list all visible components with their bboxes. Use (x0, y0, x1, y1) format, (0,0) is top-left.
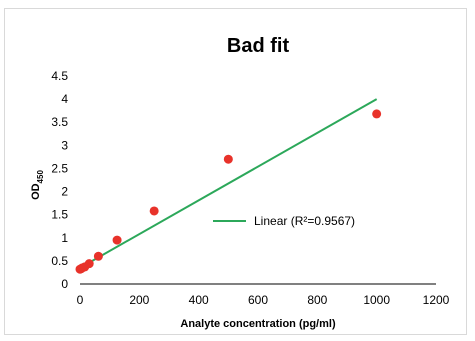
y-axis-label-sub: 450 (36, 170, 45, 184)
y-tick-label: 4.5 (51, 69, 68, 83)
x-axis-label: Analyte concentration (pg/ml) (180, 318, 336, 330)
chart-frame (4, 8, 467, 335)
data-point (223, 154, 233, 164)
x-tick-label: 1200 (423, 293, 450, 307)
x-axis-ticks: 0 200 400 600 800 1000 1200 (77, 293, 450, 307)
trendline (79, 98, 378, 269)
x-tick-label: 1000 (363, 293, 390, 307)
data-point (149, 206, 159, 216)
y-axis-ticks: 0 0.5 1 1.5 2 2.5 3 3.5 4 4.5 (51, 69, 68, 291)
y-tick-label: 2.5 (51, 161, 68, 175)
x-tick-label: 600 (248, 293, 268, 307)
data-point (372, 109, 382, 119)
legend-label: Linear (R²=0.9567) (254, 214, 355, 228)
y-tick-label: 3 (61, 138, 68, 152)
y-tick-label: 0.5 (51, 254, 68, 268)
x-tick-label: 800 (307, 293, 327, 307)
y-tick-label: 0 (61, 277, 68, 291)
data-point (84, 259, 94, 269)
data-points (75, 109, 382, 274)
y-tick-label: 4 (61, 92, 68, 106)
y-axis-label: OD450 (30, 170, 45, 200)
x-tick-label: 200 (129, 293, 149, 307)
data-point (112, 235, 122, 245)
y-tick-label: 3.5 (51, 115, 68, 129)
data-point (93, 251, 103, 261)
y-tick-label: 1.5 (51, 208, 68, 222)
y-axis-label-main: OD (30, 183, 42, 200)
y-tick-label: 1 (61, 231, 68, 245)
chart-title: Bad fit (227, 35, 290, 57)
x-tick-label: 0 (77, 293, 84, 307)
y-tick-label: 2 (61, 185, 68, 199)
x-tick-label: 400 (189, 293, 209, 307)
